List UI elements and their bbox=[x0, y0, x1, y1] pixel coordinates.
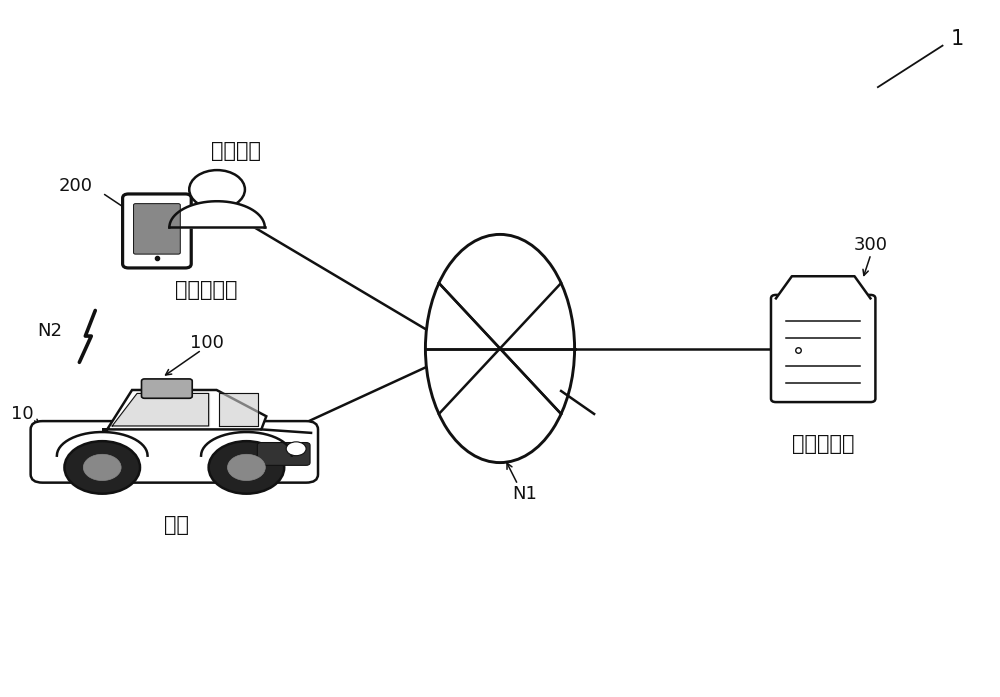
Text: 300: 300 bbox=[854, 236, 888, 254]
FancyBboxPatch shape bbox=[134, 204, 180, 254]
Text: 1: 1 bbox=[951, 29, 964, 49]
Text: 中心服务器: 中心服务器 bbox=[792, 434, 854, 454]
Text: 用户终端: 用户终端 bbox=[211, 141, 261, 162]
Circle shape bbox=[228, 454, 265, 480]
FancyBboxPatch shape bbox=[771, 295, 875, 402]
Circle shape bbox=[286, 442, 306, 456]
Polygon shape bbox=[169, 201, 265, 227]
Circle shape bbox=[189, 170, 245, 209]
Text: 希望搞乘者: 希望搞乘者 bbox=[175, 279, 238, 300]
Text: 10: 10 bbox=[11, 405, 34, 423]
Circle shape bbox=[209, 441, 284, 493]
Circle shape bbox=[64, 441, 140, 493]
Polygon shape bbox=[112, 393, 209, 426]
Circle shape bbox=[83, 454, 121, 480]
Text: N1: N1 bbox=[512, 484, 537, 503]
Text: N2: N2 bbox=[37, 322, 62, 340]
Polygon shape bbox=[102, 390, 266, 429]
FancyBboxPatch shape bbox=[257, 443, 310, 466]
FancyBboxPatch shape bbox=[123, 194, 191, 268]
FancyBboxPatch shape bbox=[31, 421, 318, 482]
Ellipse shape bbox=[425, 234, 575, 463]
Text: 100: 100 bbox=[190, 334, 224, 352]
Polygon shape bbox=[776, 276, 870, 298]
Text: 200: 200 bbox=[58, 177, 92, 195]
Text: 车辆: 车辆 bbox=[164, 515, 189, 535]
Polygon shape bbox=[219, 393, 258, 426]
FancyBboxPatch shape bbox=[142, 379, 192, 398]
